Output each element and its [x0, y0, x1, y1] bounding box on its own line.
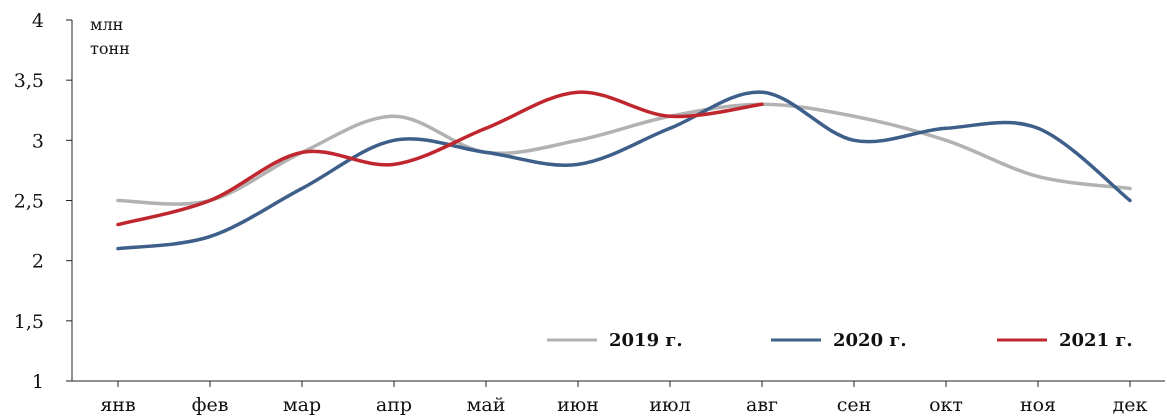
legend-item-2019: 2019 г. — [547, 330, 683, 351]
legend-label-2020: 2020 г. — [833, 330, 907, 351]
x-ticks: янв фев мар апр май июн июл авг сен окт ноя дек — [100, 381, 1148, 416]
y-unit-line-2: тонн — [90, 39, 130, 58]
x-tick-label: авг — [746, 394, 778, 416]
legend-item-2021: 2021 г. — [997, 330, 1133, 351]
y-tick-label: 4 — [32, 10, 44, 32]
x-tick-label: июл — [649, 394, 690, 416]
y-tick-label: 2,5 — [14, 191, 44, 213]
x-tick-label: дек — [1113, 394, 1148, 416]
legend: 2019 г. 2020 г. 2021 г. — [547, 330, 1133, 351]
x-tick-label: сен — [837, 394, 872, 416]
x-tick-label: июн — [557, 394, 599, 416]
x-tick-label: мар — [283, 394, 321, 416]
x-tick-label: фев — [192, 394, 229, 416]
legend-label-2021: 2021 г. — [1059, 330, 1133, 351]
x-tick-label: ноя — [1020, 394, 1056, 416]
y-tick-label: 1,5 — [14, 311, 44, 333]
axes — [71, 20, 1165, 382]
y-tick-label: 1 — [32, 371, 44, 393]
series-line-2019 — [116, 102, 1132, 206]
x-tick-label: окт — [929, 394, 963, 416]
legend-item-2020: 2020 г. — [771, 330, 907, 351]
series-line-2021 — [116, 90, 764, 227]
series-line-2020 — [116, 90, 1132, 251]
y-unit-line-1: млн — [90, 15, 123, 34]
series-lines — [116, 90, 1132, 251]
legend-label-2019: 2019 г. — [609, 330, 683, 351]
y-unit-label: млн тонн — [90, 15, 130, 58]
x-tick-label: май — [467, 394, 506, 416]
y-tick-label: 2 — [32, 251, 44, 273]
y-ticks: 1 1,5 2 2,5 3 3,5 4 — [14, 10, 72, 393]
y-tick-label: 3,5 — [14, 70, 44, 92]
x-tick-label: апр — [376, 394, 412, 416]
y-tick-label: 3 — [32, 130, 44, 152]
x-tick-label: янв — [100, 394, 135, 416]
